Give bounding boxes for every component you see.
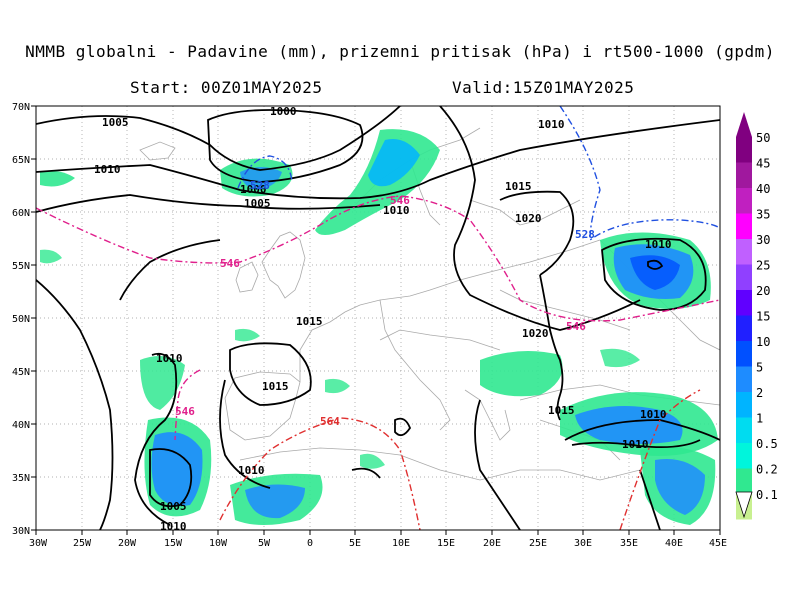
colorbar-swatch <box>736 366 752 392</box>
lat-label: 50N <box>12 314 30 325</box>
isobar-label: 1010 <box>640 408 667 421</box>
lat-label: 35N <box>12 473 30 484</box>
isobar-label: 1020 <box>515 212 542 225</box>
colorbar-swatch <box>736 417 752 443</box>
lat-label: 40N <box>12 420 30 431</box>
isobar-label: 1005 <box>244 197 271 210</box>
colorbar-swatch <box>736 137 752 163</box>
isobar-label: 1000 <box>240 183 267 196</box>
axis-ticks <box>31 105 721 535</box>
thickness-label: 546 <box>175 405 195 418</box>
colorbar-swatch <box>736 162 752 188</box>
lon-label: 25E <box>529 538 547 549</box>
lat-label: 45N <box>12 367 30 378</box>
precipitation-areas <box>40 129 718 525</box>
lon-label: 15E <box>437 538 455 549</box>
isobar-label: 1010 <box>383 204 410 217</box>
start-time: Start: 00Z01MAY2025 <box>130 78 323 97</box>
isobar-label: 1010 <box>160 520 187 533</box>
thickness-label: 564 <box>320 415 340 428</box>
isobar-label: 1015 <box>296 315 323 328</box>
colorbar-top-triangle <box>736 112 752 137</box>
lon-label: 40E <box>665 538 683 549</box>
colorbar-label: 45 <box>756 157 770 171</box>
thickness-label: 546 <box>220 257 240 270</box>
isobar-label: 1005 <box>160 500 187 513</box>
thickness-label: 528 <box>250 179 270 192</box>
lon-label: 10W <box>209 538 228 549</box>
colorbar-label: 20 <box>756 284 770 298</box>
lon-label: 20E <box>483 538 501 549</box>
colorbar-label: 2 <box>756 386 763 400</box>
colorbar-label: 10 <box>756 335 770 349</box>
isobar-label: 1015 <box>548 404 575 417</box>
lon-label: 25W <box>73 538 92 549</box>
thickness-label: 546 <box>390 194 410 207</box>
lat-label: 70N <box>12 102 30 113</box>
colorbar: 50 45 40 35 30 25 20 15 10 5 2 1 0.5 0.2 0.1 <box>735 112 778 520</box>
isobar-labels: 1005 1010 1000 1010 1000 1005 1010 1015 … <box>94 105 672 533</box>
colorbar-swatch <box>736 341 752 367</box>
colorbar-label: 35 <box>756 208 770 222</box>
lat-label: 55N <box>12 261 30 272</box>
colorbar-swatch <box>736 315 752 341</box>
colorbar-boxes <box>736 137 752 520</box>
lon-label: 35E <box>620 538 638 549</box>
latitude-labels: 70N 65N 60N 55N 50N 45N 40N 35N 30N <box>12 102 30 537</box>
colorbar-label: 15 <box>756 310 770 324</box>
colorbar-label: 50 <box>756 131 770 145</box>
map-title: NMMB globalni - Padavine (mm), prizemni … <box>25 42 775 61</box>
longitude-labels: 30W 25W 20W 15W 10W 5W 0 5E 10E 15E 20E … <box>29 538 727 549</box>
isobar-label: 1010 <box>538 118 565 131</box>
isobar-label: 1000 <box>270 105 297 118</box>
isobar-label: 1010 <box>622 438 649 451</box>
colorbar-bottom-triangle <box>735 491 753 519</box>
colorbar-label: 40 <box>756 182 770 196</box>
colorbar-swatch <box>736 290 752 316</box>
isobar-label: 1015 <box>262 380 289 393</box>
lon-label: 10E <box>392 538 410 549</box>
isobar-label: 1015 <box>505 180 532 193</box>
colorbar-label: 25 <box>756 259 770 273</box>
valid-time: Valid:15Z01MAY2025 <box>452 78 635 97</box>
thickness-labels: 528 546 546 528 546 546 564 <box>175 179 595 428</box>
isobar-label: 1010 <box>156 352 183 365</box>
lon-label: 5W <box>258 538 271 549</box>
colorbar-label: 0.1 <box>756 488 778 502</box>
lon-label: 30E <box>574 538 592 549</box>
colorbar-swatch <box>736 264 752 290</box>
lat-label: 60N <box>12 208 30 219</box>
thickness-label: 528 <box>575 228 595 241</box>
thickness-lines <box>36 106 720 530</box>
colorbar-swatch <box>736 188 752 214</box>
colorbar-swatch <box>736 213 752 239</box>
lon-label: 20W <box>118 538 137 549</box>
isobar-label: 1010 <box>238 464 265 477</box>
thickness-label: 546 <box>566 320 586 333</box>
lat-label: 65N <box>12 155 30 166</box>
isobar-label: 1010 <box>94 163 121 176</box>
colorbar-swatch <box>736 239 752 265</box>
isobar-label: 1005 <box>102 116 129 129</box>
colorbar-label: 30 <box>756 233 770 247</box>
colorbar-label: 5 <box>756 361 763 375</box>
colorbar-label: 0.2 <box>756 463 778 477</box>
colorbar-swatch <box>736 468 752 494</box>
map-area: 1005 1010 1000 1010 1000 1005 1010 1015 … <box>36 105 720 533</box>
lon-label: 45E <box>709 538 727 549</box>
isobar-label: 1010 <box>645 238 672 251</box>
lon-label: 30W <box>29 538 48 549</box>
colorbar-label: 1 <box>756 412 763 426</box>
colorbar-swatch <box>736 443 752 469</box>
lon-label: 5E <box>349 538 361 549</box>
colorbar-swatch <box>736 392 752 418</box>
colorbar-label: 0.5 <box>756 437 778 451</box>
isobar-label: 1020 <box>522 327 549 340</box>
lat-label: 30N <box>12 526 30 537</box>
lon-label: 0 <box>307 538 313 549</box>
lon-label: 15W <box>164 538 183 549</box>
